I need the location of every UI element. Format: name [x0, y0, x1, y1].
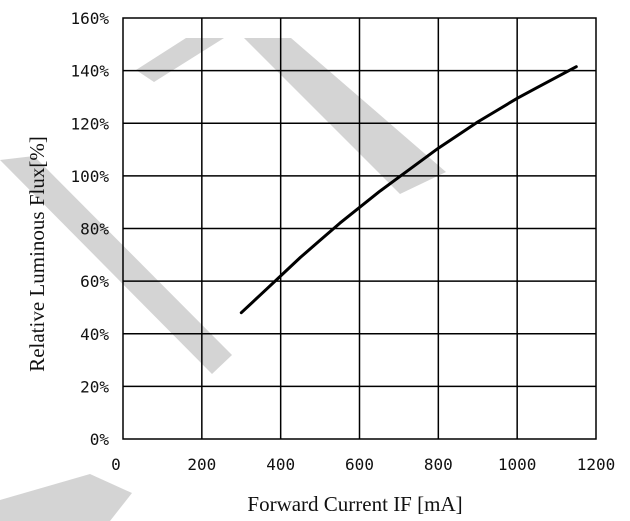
x-tick-label: 800 — [424, 455, 453, 474]
y-tick-label: 120% — [70, 114, 109, 133]
watermark — [0, 38, 446, 521]
y-tick-label: 80% — [80, 220, 109, 239]
x-tick-label: 400 — [266, 455, 295, 474]
y-tick-label: 40% — [80, 325, 109, 344]
watermark-stripe-1 — [136, 38, 224, 82]
x-tick-label: 1200 — [577, 455, 616, 474]
tick-labels: 0 200 400 600 800 1000 1200 0% 20% 40% 60% 80% 100% 1… — [70, 9, 615, 474]
y-tick-label: 0% — [90, 430, 110, 449]
y-tick-label: 140% — [70, 62, 109, 81]
x-tick-label: 200 — [187, 455, 216, 474]
y-axis-title: Relative Luminous Flux[%] — [25, 136, 49, 372]
y-tick-label: 20% — [80, 377, 109, 396]
x-tick-label: 0 — [111, 455, 121, 474]
y-tick-label: 60% — [80, 272, 109, 291]
y-tick-label: 100% — [70, 167, 109, 186]
y-tick-label: 160% — [70, 9, 109, 28]
watermark-stripe-4 — [0, 474, 132, 521]
watermark-stripe-2 — [0, 156, 232, 374]
watermark-stripe-3 — [244, 38, 446, 194]
x-tick-label: 600 — [345, 455, 374, 474]
grid — [123, 18, 596, 439]
series-line — [239, 65, 578, 315]
x-tick-label: 1000 — [498, 455, 537, 474]
x-axis-title: Forward Current IF [mA] — [247, 492, 462, 516]
plot-frame — [122, 17, 597, 440]
